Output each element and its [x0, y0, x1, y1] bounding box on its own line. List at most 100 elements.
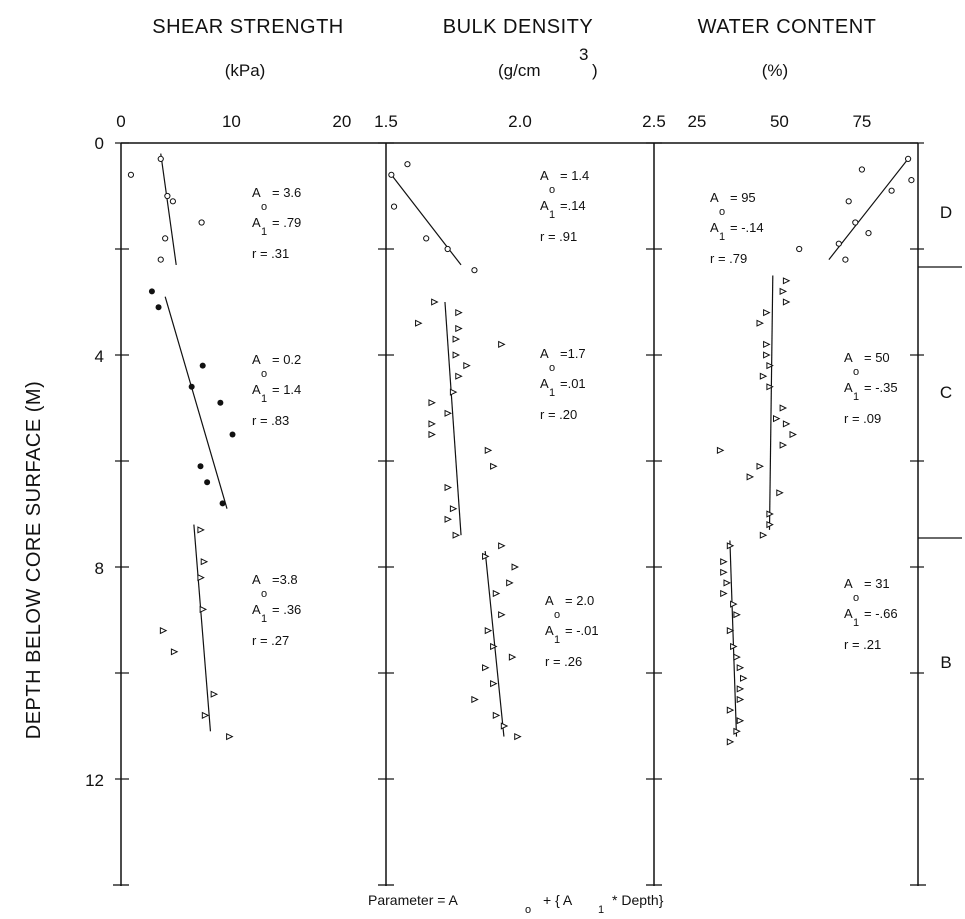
- data-point: [736, 717, 745, 725]
- zone-label-b: B: [940, 653, 951, 672]
- data-point: [779, 287, 788, 295]
- data-point: [776, 489, 784, 497]
- annotation-coefficient-label: A: [540, 346, 549, 361]
- data-point: [197, 463, 204, 470]
- data-point: [498, 542, 506, 550]
- annotation-value: = 1.4: [560, 168, 589, 183]
- data-point: [720, 568, 728, 576]
- data-point: [720, 589, 728, 598]
- x-tick-labels: 0 10 20 1.5 2.0 2.5 25 50 75: [116, 112, 871, 131]
- data-point: [148, 288, 155, 295]
- regression-formula: Parameter = A o + { A 1 * Depth}: [368, 892, 664, 916]
- panel-unit-bulk-density: (g/cm: [498, 61, 541, 80]
- annotation-value: = .36: [272, 602, 301, 617]
- data-point: [492, 711, 501, 719]
- data-point: [782, 298, 791, 306]
- data-point: [449, 505, 458, 513]
- data-point: [514, 733, 522, 741]
- data-point: [716, 446, 725, 454]
- x-tick-label: 0: [116, 112, 125, 131]
- x-tick-label: 20: [332, 112, 351, 131]
- data-point: [726, 627, 735, 635]
- annotation-r-value: r = .26: [545, 654, 582, 669]
- panel-unit-water-content: (%): [762, 61, 788, 80]
- data-point: [452, 531, 461, 539]
- data-point: [157, 155, 164, 162]
- annotation-value: =.14: [560, 198, 586, 213]
- formula-text: * Depth}: [612, 892, 664, 908]
- zone-label-d: D: [940, 203, 952, 222]
- data-point: [733, 653, 741, 661]
- annotation-coefficient-label: A: [252, 382, 261, 397]
- data-point: [759, 372, 768, 380]
- data-point: [500, 722, 509, 730]
- data-point: [169, 198, 176, 205]
- annotation-r-value: r = .31: [252, 246, 289, 261]
- zone-label-c: C: [940, 383, 952, 402]
- data-point: [484, 446, 493, 454]
- annotation-value: =1.7: [560, 346, 586, 361]
- annotation-coefficient-label: A: [252, 602, 261, 617]
- annotation-coefficient-label: A: [545, 623, 554, 638]
- data-point: [766, 510, 774, 518]
- x-tick-label: 1.5: [374, 112, 398, 131]
- data-point: [723, 579, 731, 587]
- data-point: [423, 235, 430, 242]
- data-point: [490, 680, 498, 688]
- annotation-coefficient-label: A: [844, 606, 853, 621]
- data-point: [789, 430, 797, 439]
- data-point: [733, 611, 741, 619]
- data-point: [736, 695, 745, 704]
- data-point: [471, 267, 478, 274]
- x-tick-label: 75: [852, 112, 871, 131]
- data-point: [444, 483, 452, 492]
- annotation-r-value: r = .21: [844, 637, 881, 652]
- data-point: [720, 558, 728, 566]
- x-tick-label: 2.5: [642, 112, 666, 131]
- data-point: [431, 298, 439, 306]
- annotation-subscript: o: [853, 592, 859, 604]
- data-point: [428, 399, 436, 407]
- data-point: [197, 526, 205, 534]
- panel-title-shear-strength: SHEAR STRENGTH: [152, 16, 343, 38]
- data-point: [759, 531, 768, 539]
- annotation-coefficient-label: A: [252, 185, 261, 200]
- data-point: [229, 431, 236, 438]
- formula-subscript: 1: [598, 904, 604, 916]
- data-point: [452, 351, 461, 359]
- data-point: [199, 362, 206, 369]
- data-point: [162, 235, 169, 242]
- data-point: [782, 420, 791, 428]
- annotation-subscript: o: [261, 201, 267, 213]
- annotation-subscript: 1: [719, 231, 725, 243]
- data-point: [763, 351, 771, 359]
- data-point: [155, 304, 162, 311]
- data-point: [736, 685, 745, 693]
- regression-line: [828, 158, 909, 260]
- x-tick-label: 2.0: [508, 112, 532, 131]
- data-point: [210, 690, 219, 698]
- data-point: [766, 383, 774, 391]
- data-point: [170, 648, 179, 656]
- data-point: [511, 563, 519, 571]
- data-point: [756, 319, 764, 327]
- data-point: [766, 362, 774, 370]
- annotation-coefficient-label: A: [540, 168, 549, 183]
- data-point: [455, 372, 463, 380]
- data-point: [463, 362, 471, 370]
- data-point: [730, 642, 738, 651]
- annotation-subscript: 1: [261, 613, 267, 625]
- data-point: [390, 203, 398, 210]
- data-point: [444, 245, 451, 253]
- data-point: [763, 309, 771, 317]
- formula-subscript: o: [525, 904, 531, 916]
- data-point: [888, 187, 895, 194]
- annotation-r-value: r = .09: [844, 411, 881, 426]
- annotation-value: = 50: [864, 350, 890, 365]
- annotation-subscript: o: [549, 184, 555, 196]
- regression-line: [160, 153, 177, 265]
- data-point: [796, 245, 803, 253]
- data-point: [164, 192, 171, 200]
- data-point: [490, 642, 498, 651]
